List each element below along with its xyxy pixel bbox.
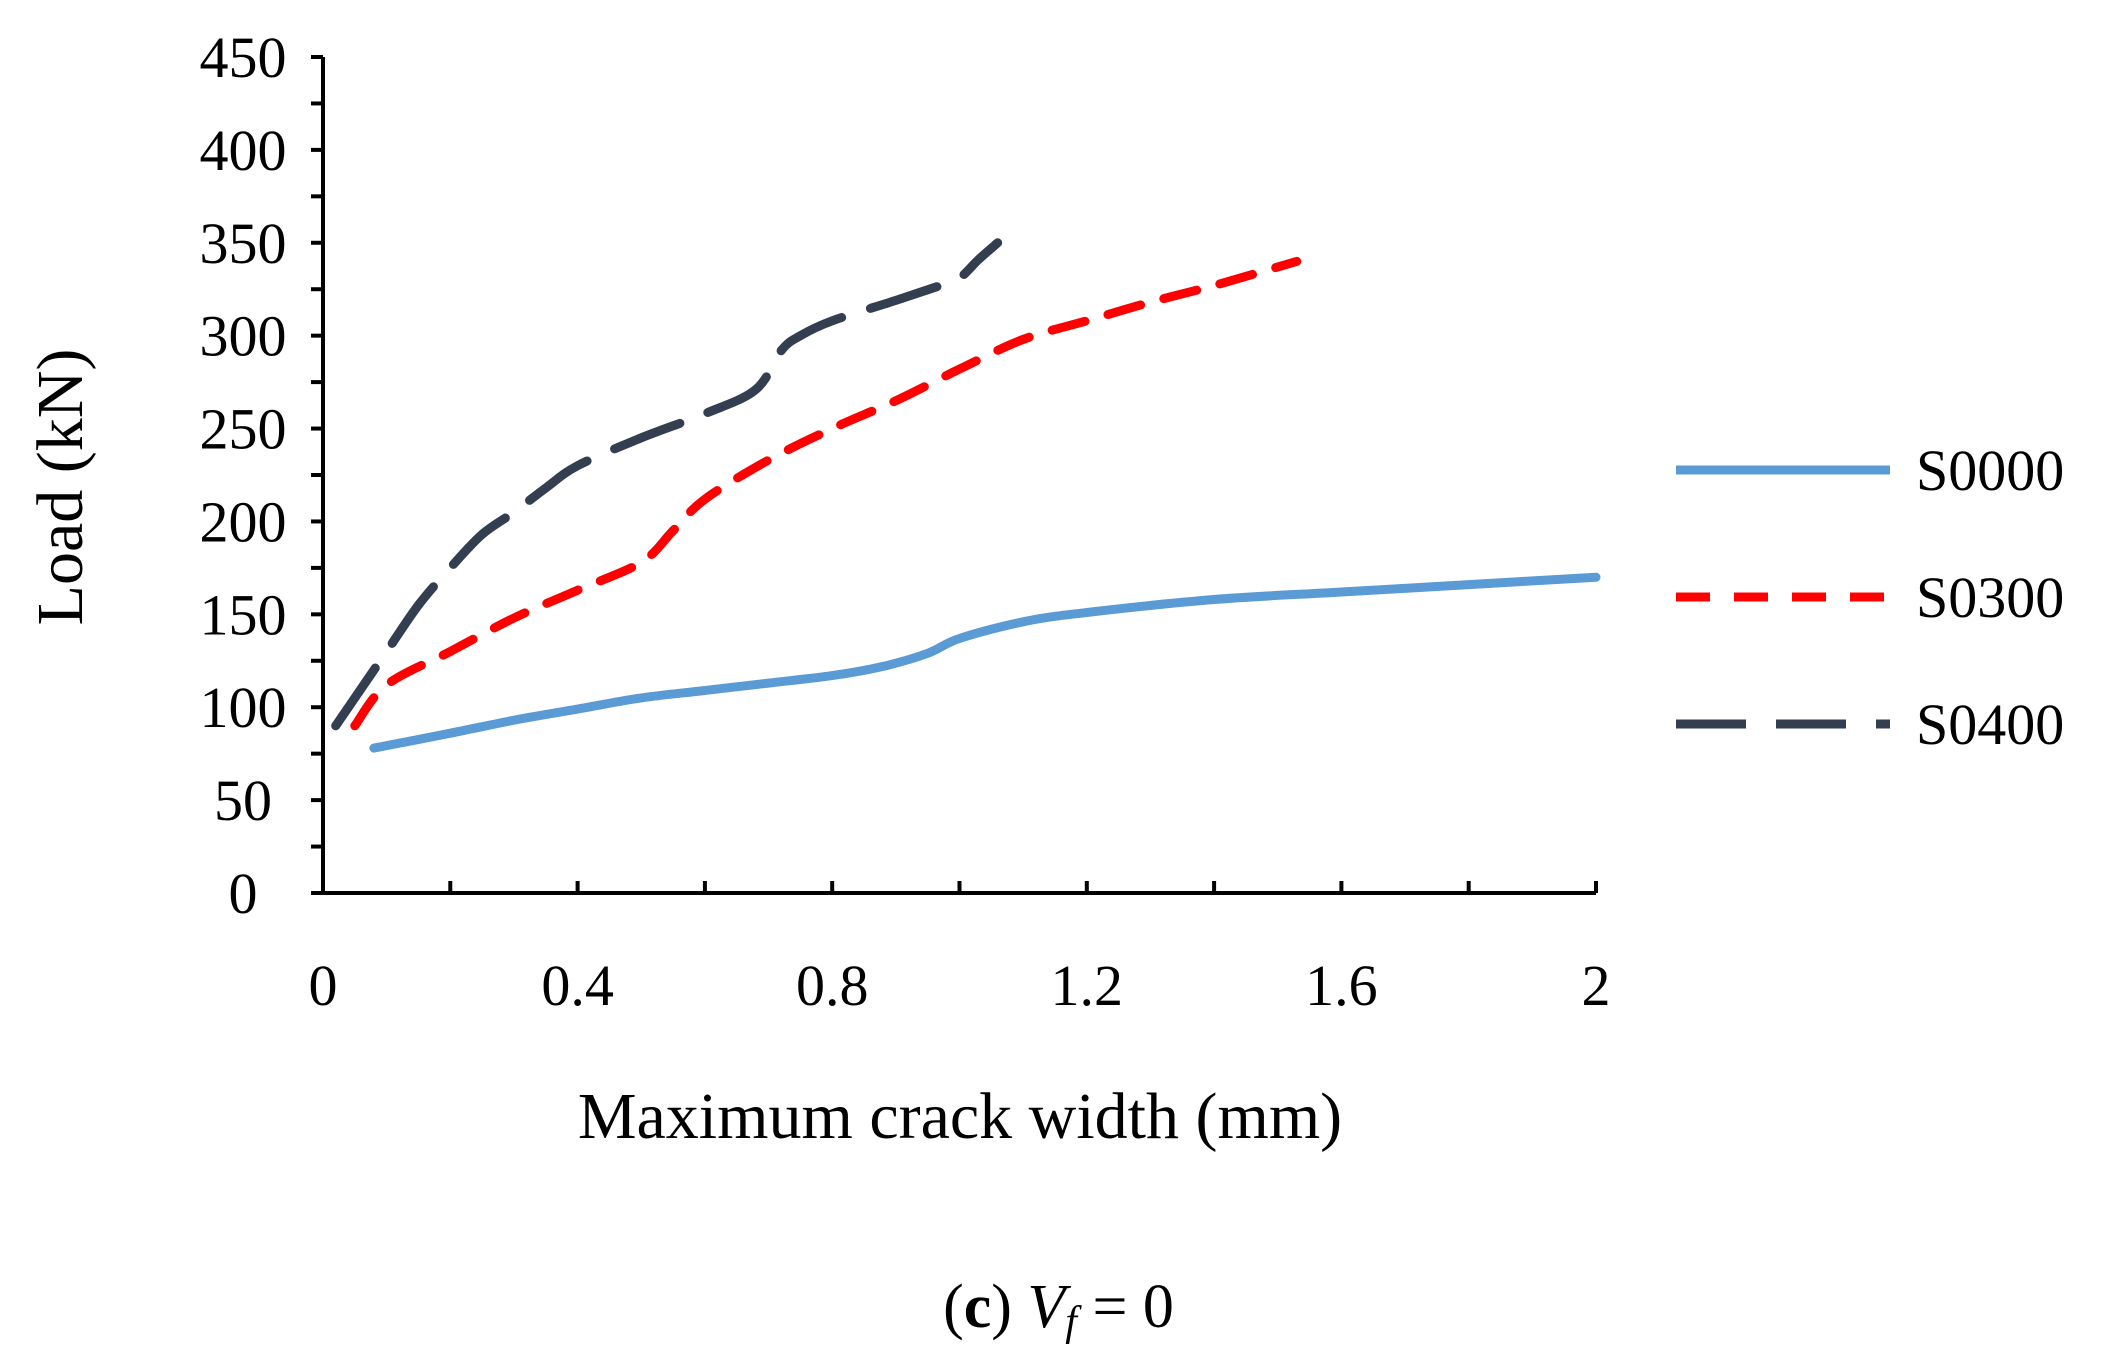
x-tick-label: 1.6 bbox=[1305, 953, 1378, 1018]
x-tick-label: 1.2 bbox=[1051, 953, 1124, 1018]
x-tick-label: 0.8 bbox=[796, 953, 869, 1018]
y-tick-label: 0 bbox=[229, 861, 258, 926]
y-tick-label: 50 bbox=[214, 768, 272, 833]
x-tick-label: 2 bbox=[1582, 953, 1611, 1018]
caption-equation: = 0 bbox=[1076, 1273, 1174, 1341]
legend-label-s0300: S0300 bbox=[1916, 565, 2064, 630]
y-tick-label: 150 bbox=[200, 582, 287, 647]
x-tick-label: 0 bbox=[309, 953, 338, 1018]
legend-label-s0000: S0000 bbox=[1916, 438, 2064, 503]
y-axis-title: Load (kN) bbox=[24, 349, 97, 626]
y-ticks: 0 50 100 150 200 250 300 350 400 450 bbox=[200, 25, 323, 926]
y-tick-label: 250 bbox=[200, 397, 287, 462]
x-ticks: 0 0.4 0.8 1.2 1.6 2 bbox=[309, 881, 1611, 1018]
y-tick-label: 300 bbox=[200, 304, 287, 369]
legend: S0000 S0300 S0400 bbox=[1676, 438, 2064, 757]
axes: 0 0.4 0.8 1.2 1.6 2 0 50 100 150 200 250 300 350 400 4… bbox=[200, 25, 1611, 1018]
caption-label: c bbox=[963, 1273, 992, 1341]
caption-variable: V bbox=[1027, 1273, 1066, 1341]
x-axis-title: Maximum crack width (mm) bbox=[578, 1080, 1342, 1153]
caption-close-paren: ) bbox=[991, 1273, 1012, 1341]
y-tick-label: 400 bbox=[200, 118, 287, 183]
legend-label-s0400: S0400 bbox=[1916, 692, 2064, 757]
y-tick-label: 450 bbox=[200, 25, 287, 90]
caption-subscript: f bbox=[1065, 1299, 1077, 1345]
series-line-s0400 bbox=[331, 238, 1003, 731]
y-tick-label: 100 bbox=[200, 675, 287, 740]
caption-open-paren: ( bbox=[943, 1273, 964, 1341]
y-tick-label: 200 bbox=[200, 489, 287, 554]
figure-caption: (c) Vf = 0 bbox=[0, 1272, 2117, 1346]
series-layer bbox=[331, 238, 1601, 753]
series-line-s0000 bbox=[369, 572, 1601, 753]
x-tick-label: 0.4 bbox=[541, 953, 614, 1018]
y-tick-label: 350 bbox=[200, 211, 287, 276]
series-line-s0300 bbox=[350, 256, 1302, 731]
